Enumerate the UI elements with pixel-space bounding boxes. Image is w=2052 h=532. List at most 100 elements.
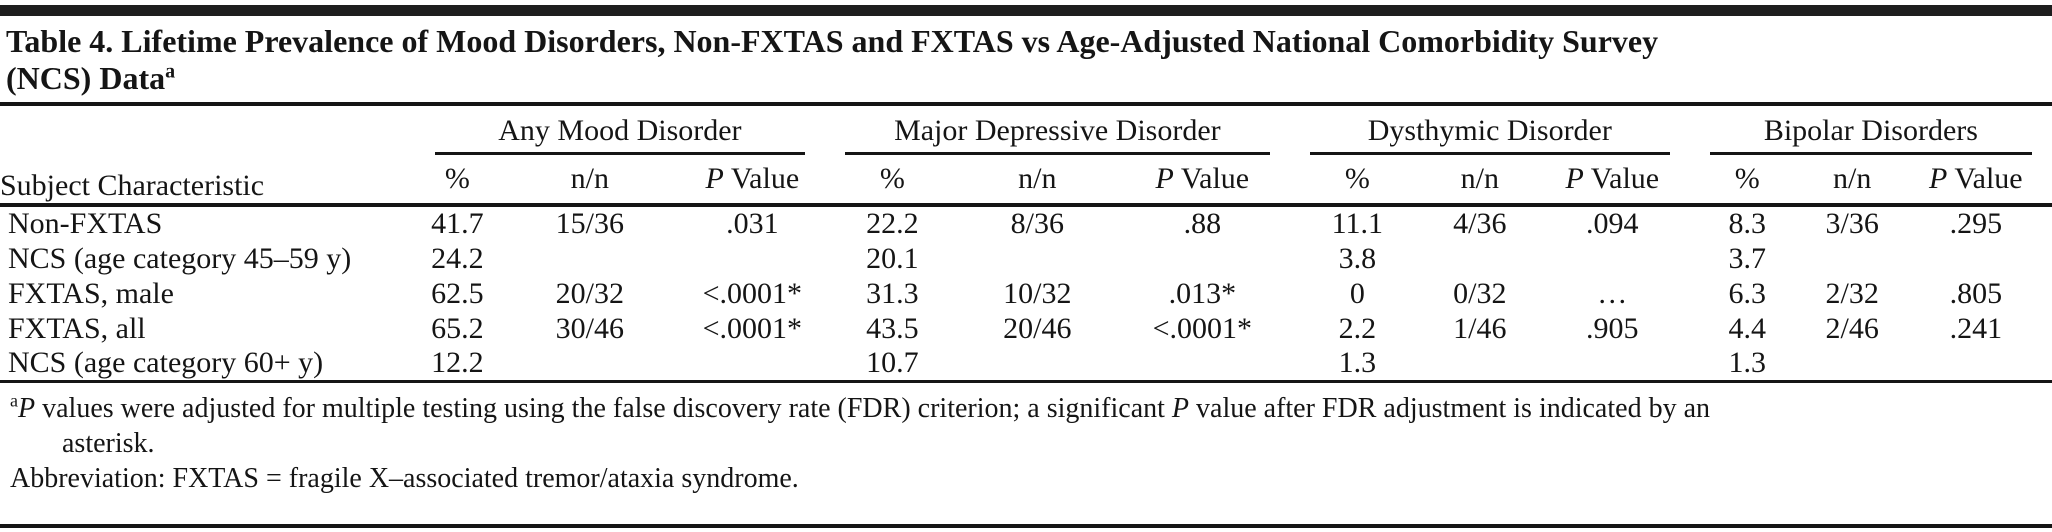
pvalue-p: P: [705, 162, 724, 195]
footnotes: aP values were adjusted for multiple tes…: [0, 383, 2052, 496]
data-cell: [1115, 241, 1290, 276]
data-cell: 30/46: [555, 311, 624, 345]
data-cell: 8.3: [1728, 207, 1766, 240]
data-cell: 24.2: [431, 241, 484, 275]
column-group-label: Major Depressive Disorder: [844, 114, 1270, 155]
pvalue-rest: Value: [723, 162, 800, 195]
data-cell: 2/32: [1825, 276, 1879, 310]
data-cell: 3.7: [1728, 241, 1766, 275]
data-cell: 4.4: [1728, 311, 1766, 345]
table-title-line1: Table 4. Lifetime Prevalence of Mood Dis…: [6, 23, 1659, 59]
data-cell: 20/46: [1003, 311, 1072, 345]
subheader-ratio: n/n: [959, 155, 1115, 207]
column-group-mdd: Major Depressive Disorder: [825, 106, 1290, 155]
data-cell: .805: [1949, 276, 2003, 310]
data-cell: 15/36: [555, 207, 624, 240]
row-label: NCS (age category 45–59 y): [8, 241, 352, 275]
data-cell: 20.1: [866, 241, 919, 275]
data-cell: 1.3: [1689, 346, 1805, 383]
row-label: FXTAS, all: [8, 311, 146, 345]
data-cell: [1425, 241, 1535, 276]
footnote-a-p1: P: [18, 393, 36, 424]
footnote-a-continuation: asterisk.: [62, 428, 155, 459]
pvalue-rest: Value: [1583, 162, 1660, 195]
subheader-ratio: n/n: [499, 155, 680, 207]
subheader-percent: %: [1289, 155, 1425, 207]
data-cell: 65.2: [431, 311, 484, 345]
column-group-dysthymic: Dysthymic Disorder: [1290, 106, 1690, 155]
data-cell: 2/46: [1825, 311, 1879, 345]
title-footnote-marker: a: [165, 60, 176, 83]
data-cell: …: [1597, 276, 1628, 310]
table-title-line2: (NCS) Data: [6, 60, 166, 96]
pvalue-p: P: [1929, 162, 1948, 195]
data-cell: .295: [1949, 207, 2003, 240]
data-cell: [679, 346, 825, 383]
footnote-a-marker: a: [10, 390, 18, 411]
prevalence-table: Subject Characteristic Any Mood Disorder…: [0, 106, 2052, 383]
column-group-label: Bipolar Disorders: [1709, 114, 2032, 155]
column-group-header-row: Subject Characteristic Any Mood Disorder…: [0, 106, 2052, 207]
data-cell: .241: [1949, 311, 2003, 345]
footnote-abbreviation: Abbreviation: FXTAS = fragile X–associat…: [10, 463, 799, 494]
column-group-any-mood: Any Mood Disorder: [415, 106, 825, 155]
data-cell: 10.7: [824, 346, 960, 383]
footnote-a-p2: P: [1171, 393, 1190, 424]
data-cell: [1805, 241, 1900, 276]
data-cell: [1114, 346, 1290, 383]
title-bottom-rule: [0, 102, 2052, 106]
footnote-a-text1: values were adjusted for multiple testin…: [35, 393, 1172, 424]
subheader-ratio: n/n: [1424, 155, 1535, 207]
table-row: NCS (age category 45–59 y) 24.2 20.1 3.8…: [0, 241, 2052, 276]
table-row: Non-FXTAS 41.7 15/36 .031 22.2 8/36 .88 …: [0, 205, 2052, 241]
data-cell: .094: [1586, 207, 1639, 240]
row-label: FXTAS, male: [8, 276, 174, 310]
row-label: Non-FXTAS: [8, 207, 163, 240]
data-cell: 22.2: [866, 207, 919, 240]
table-row: NCS (age category 60+ y) 12.2 10.7 1.3 1…: [0, 346, 2052, 383]
data-cell: 0/32: [1453, 276, 1507, 310]
data-cell: 3.8: [1338, 241, 1377, 275]
subheader-percent: %: [414, 155, 500, 207]
data-cell: [960, 241, 1115, 276]
column-group-label: Dysthymic Disorder: [1309, 114, 1670, 155]
data-cell: 2.2: [1338, 311, 1377, 345]
data-cell: .031: [726, 207, 779, 240]
data-cell: <.0001*: [702, 276, 803, 310]
bottom-border-rule: [0, 524, 2052, 528]
subheader-percent: %: [1689, 155, 1805, 207]
data-cell: [1899, 346, 2052, 383]
data-cell: [1900, 241, 2052, 276]
row-header-label: Subject Characteristic: [0, 106, 415, 207]
column-subheader-row: % n/n P Value % n/n P Value % n/n P Valu…: [0, 155, 2052, 207]
data-cell: 4/36: [1453, 207, 1507, 240]
data-cell: [959, 346, 1115, 383]
subheader-pvalue: P Value: [1534, 155, 1690, 207]
data-cell: 31.3: [866, 276, 919, 310]
data-cell: 0: [1349, 276, 1365, 310]
pvalue-rest: Value: [1173, 162, 1250, 195]
data-cell: 8/36: [1010, 207, 1065, 240]
data-cell: [499, 346, 680, 383]
footnote-a-text2: value after FDR adjustment is indicated …: [1189, 393, 1710, 424]
pvalue-p: P: [1565, 162, 1584, 195]
subheader-ratio: n/n: [1804, 155, 1900, 207]
data-cell: 20/32: [555, 276, 624, 310]
subheader-pvalue: P Value: [1899, 155, 2052, 207]
data-cell: 3/36: [1825, 207, 1879, 240]
data-cell: 1.3: [1289, 346, 1425, 383]
subheader-pvalue: P Value: [679, 155, 825, 207]
data-cell: .88: [1183, 207, 1222, 240]
subheader-percent: %: [824, 155, 960, 207]
pvalue-rest: Value: [1947, 162, 2023, 195]
data-cell: [1535, 241, 1690, 276]
table-row: FXTAS, all 65.2 30/46 <.0001* 43.5 20/46…: [0, 311, 2052, 346]
footnote-a: aP values were adjusted for multiple tes…: [10, 391, 2044, 426]
subheader-pvalue: P Value: [1114, 155, 1290, 207]
data-cell: 43.5: [866, 311, 919, 345]
row-label: NCS (age category 60+ y): [0, 346, 415, 383]
data-cell: <.0001*: [702, 311, 803, 345]
data-cell: 10/32: [1003, 276, 1072, 310]
table-row: FXTAS, male 62.5 20/32 <.0001* 31.3 10/3…: [0, 276, 2052, 311]
data-cell: [680, 241, 825, 276]
